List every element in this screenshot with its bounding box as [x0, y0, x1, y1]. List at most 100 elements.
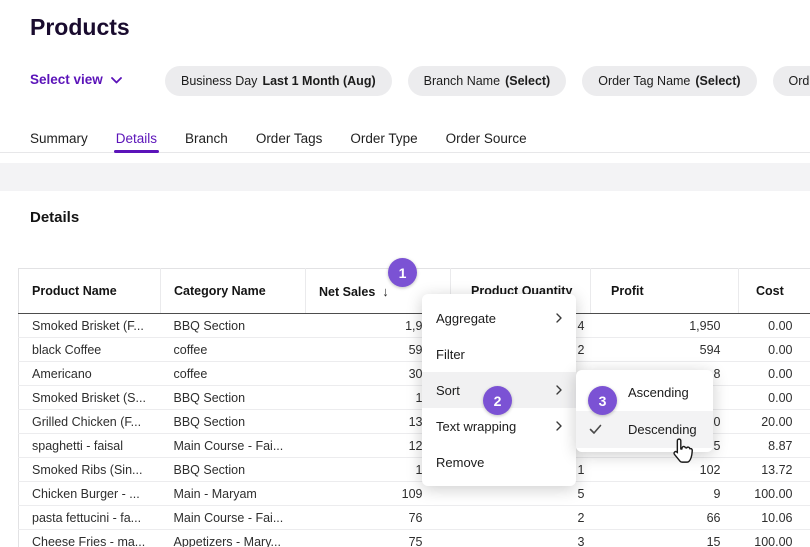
cell-cost: 0.00 — [739, 338, 810, 362]
menu-item-label: Filter — [436, 347, 465, 362]
cell-cost: 0.00 — [739, 314, 810, 338]
cell-category-name: Main Course - Fai... — [161, 506, 306, 530]
cell-net-sales: 76 — [306, 506, 451, 530]
chevron-down-icon — [111, 72, 122, 87]
cell-product-name: Grilled Chicken (F... — [19, 410, 161, 434]
section-title: Details — [30, 209, 79, 226]
page-title: Products — [30, 14, 130, 41]
submenu-item-label: Ascending — [628, 385, 689, 400]
column-header-label: Category Name — [174, 284, 266, 298]
menu-item-label: Aggregate — [436, 311, 496, 326]
cell-category-name: BBQ Section — [161, 314, 306, 338]
table-row: black Coffee coffee 59 2 594 0.00 — [19, 338, 810, 362]
menu-item-label: Sort — [436, 383, 460, 398]
column-header-label: Profit — [611, 284, 644, 298]
column-header-profit[interactable]: Profit — [591, 269, 739, 314]
cell-profit: 9 — [591, 482, 739, 506]
chevron-right-icon — [556, 385, 562, 395]
cell-product-name: pasta fettucini - fa... — [19, 506, 161, 530]
cell-category-name: BBQ Section — [161, 410, 306, 434]
table-row: Smoked Brisket (F... BBQ Section 1,9 4 1… — [19, 314, 810, 338]
cell-profit: 1,950 — [591, 314, 739, 338]
filter-pill-label: Ord — [789, 74, 810, 88]
filter-pill-business-day[interactable]: Business Day Last 1 Month (Aug) — [165, 66, 392, 96]
cell-profit: 102 — [591, 458, 739, 482]
cell-cost: 0.00 — [739, 386, 810, 410]
column-header-label: Cost — [756, 284, 784, 298]
cell-cost: 100.00 — [739, 482, 810, 506]
filter-pill-label: Branch Name — [424, 74, 500, 88]
menu-item-remove[interactable]: Remove — [422, 444, 576, 480]
column-header-product-name[interactable]: Product Name — [19, 269, 161, 314]
cell-cost: 10.06 — [739, 506, 810, 530]
annotation-badge-1: 1 — [388, 258, 417, 287]
cell-product-quantity: 2 — [451, 506, 591, 530]
cell-category-name: coffee — [161, 362, 306, 386]
tab-summary[interactable]: Summary — [30, 125, 88, 152]
cell-product-name: Smoked Brisket (F... — [19, 314, 161, 338]
table-row: Cheese Fries - ma... Appetizers - Mary..… — [19, 530, 810, 547]
filter-pill-value: (Select) — [505, 74, 550, 88]
table-row: Chicken Burger - ... Main - Maryam 109 5… — [19, 482, 810, 506]
menu-item-filter[interactable]: Filter — [422, 336, 576, 372]
tab-bar: Summary Details Branch Order Tags Order … — [0, 125, 810, 153]
column-header-label: Product Name — [32, 284, 117, 298]
annotation-badge-2: 2 — [483, 386, 512, 415]
cell-product-name: Smoked Ribs (Sin... — [19, 458, 161, 482]
column-header-label: Net Sales — [319, 285, 375, 299]
screen: Products Select view Business Day Last 1… — [0, 0, 810, 547]
column-header-category-name[interactable]: Category Name — [161, 269, 306, 314]
cell-product-name: spaghetti - faisal — [19, 434, 161, 458]
cell-product-name: black Coffee — [19, 338, 161, 362]
cell-profit: 15 — [591, 530, 739, 547]
select-view-label: Select view — [30, 72, 103, 87]
filter-pill-value: Last 1 Month (Aug) — [262, 74, 375, 88]
table-row: pasta fettucini - fa... Main Course - Fa… — [19, 506, 810, 530]
cell-cost: 8.87 — [739, 434, 810, 458]
filter-pill-value: (Select) — [695, 74, 740, 88]
sort-descending-icon: ↓ — [382, 284, 389, 299]
select-view-dropdown[interactable]: Select view — [30, 72, 122, 87]
chevron-right-icon — [556, 313, 562, 323]
cell-cost: 0.00 — [739, 362, 810, 386]
cell-product-name: Chicken Burger - ... — [19, 482, 161, 506]
menu-item-label: Text wrapping — [436, 419, 516, 434]
column-header-cost[interactable]: Cost — [739, 269, 810, 314]
header-card: Products Select view Business Day Last 1… — [0, 0, 810, 163]
cell-category-name: Main - Maryam — [161, 482, 306, 506]
tab-branch[interactable]: Branch — [185, 125, 228, 152]
cell-product-quantity: 3 — [451, 530, 591, 547]
cell-category-name: Appetizers - Mary... — [161, 530, 306, 547]
cell-category-name: coffee — [161, 338, 306, 362]
tab-order-type[interactable]: Order Type — [350, 125, 417, 152]
cell-cost: 100.00 — [739, 530, 810, 547]
details-card: Details Product Name Category Name Net S… — [0, 191, 810, 547]
filter-pill-label: Order Tag Name — [598, 74, 690, 88]
cell-profit: 594 — [591, 338, 739, 362]
cell-net-sales: 75 — [306, 530, 451, 547]
tab-details[interactable]: Details — [116, 125, 157, 152]
filter-pill-label: Business Day — [181, 74, 257, 88]
submenu-item-label: Descending — [628, 422, 697, 437]
cell-cost: 13.72 — [739, 458, 810, 482]
tab-order-source[interactable]: Order Source — [446, 125, 527, 152]
filter-pills: Business Day Last 1 Month (Aug) Branch N… — [165, 66, 810, 96]
cell-category-name: BBQ Section — [161, 458, 306, 482]
filter-pill-branch-name[interactable]: Branch Name (Select) — [408, 66, 567, 96]
menu-item-label: Remove — [436, 455, 484, 470]
cell-cost: 20.00 — [739, 410, 810, 434]
chevron-right-icon — [556, 421, 562, 431]
cell-product-name: Smoked Brisket (S... — [19, 386, 161, 410]
filter-pill-order-tag-name[interactable]: Order Tag Name (Select) — [582, 66, 756, 96]
cell-product-name: Americano — [19, 362, 161, 386]
filter-row: Select view Business Day Last 1 Month (A… — [0, 66, 810, 96]
cursor-pointer-icon — [672, 437, 694, 469]
check-icon — [576, 424, 628, 435]
cell-product-name: Cheese Fries - ma... — [19, 530, 161, 547]
annotation-badge-3: 3 — [588, 386, 617, 415]
cell-profit: 66 — [591, 506, 739, 530]
menu-item-aggregate[interactable]: Aggregate — [422, 300, 576, 336]
cell-category-name: BBQ Section — [161, 386, 306, 410]
tab-order-tags[interactable]: Order Tags — [256, 125, 323, 152]
filter-pill-cut-off[interactable]: Ord — [773, 66, 810, 96]
